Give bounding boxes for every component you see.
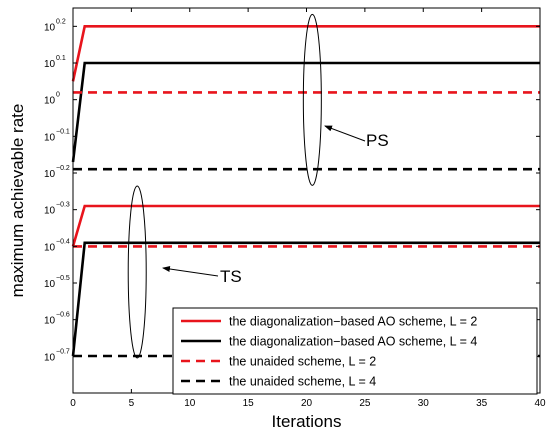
x-tick-label: 25 xyxy=(359,398,371,409)
x-tick-label: 35 xyxy=(476,398,488,409)
y-tick-label: 10−0.6 xyxy=(44,312,70,327)
y-tick-exponent: −0.3 xyxy=(56,202,70,209)
y-tick-exponent: 0.2 xyxy=(56,18,66,25)
y-tick-base: 10 xyxy=(44,279,56,290)
y-tick-exponent: −0.5 xyxy=(56,275,70,282)
legend-entry-label: the diagonalization−based AO scheme, L =… xyxy=(229,335,477,349)
x-tick-label: 30 xyxy=(418,398,430,409)
series-line-ps-1 xyxy=(71,61,540,163)
y-tick-base: 10 xyxy=(44,96,56,107)
y-tick-base: 10 xyxy=(44,22,56,33)
y-tick-base: 10 xyxy=(44,316,56,327)
y-axis-label: maximum achievable rate xyxy=(8,104,27,298)
x-tick-label: 40 xyxy=(534,398,546,409)
y-tick-base: 10 xyxy=(44,242,56,253)
legend: the diagonalization−based AO scheme, L =… xyxy=(172,307,538,395)
series-line-ts-5 xyxy=(71,241,540,357)
y-tick-exponent: −0.6 xyxy=(56,312,70,319)
x-tick-label: 10 xyxy=(184,398,196,409)
y-tick-label: 10−0.3 xyxy=(44,202,70,217)
y-tick-base: 10 xyxy=(44,59,56,70)
legend-entry-label: the unaided scheme, L = 2 xyxy=(229,355,376,369)
ts-arrow xyxy=(162,266,219,277)
y-tick-base: 10 xyxy=(44,132,56,143)
y-tick-exponent: 0.1 xyxy=(56,55,66,62)
x-axis-ticks: 0 5 10 15 20 25 30 35 40 xyxy=(70,8,546,409)
ts-label: TS xyxy=(220,267,242,286)
ps-arrow xyxy=(324,125,366,142)
y-tick-exponent: −0.2 xyxy=(56,165,70,172)
x-tick-label: 15 xyxy=(243,398,255,409)
y-axis-ticks: 100.2100.110010−0.110−0.210−0.310−0.410−… xyxy=(44,18,540,363)
x-tick-label: 20 xyxy=(301,398,313,409)
y-tick-exponent: 0 xyxy=(56,92,60,99)
y-tick-base: 10 xyxy=(44,206,56,217)
ps-ellipse xyxy=(302,13,322,186)
y-tick-label: 10−0.1 xyxy=(44,128,70,143)
annotation-layer: PS TS xyxy=(127,13,389,359)
y-tick-label: 10−0.2 xyxy=(44,165,70,180)
y-tick-label: 100.2 xyxy=(44,18,66,33)
legend-entry-label: the unaided scheme, L = 4 xyxy=(229,375,376,389)
y-tick-label: 10−0.5 xyxy=(44,275,70,290)
series-line-ts-4 xyxy=(71,204,540,247)
legend-box xyxy=(172,307,538,395)
ts-ellipse xyxy=(127,185,147,359)
y-tick-exponent: −0.1 xyxy=(56,128,70,135)
y-tick-exponent: −0.4 xyxy=(56,238,70,245)
x-axis-label: Iterations xyxy=(272,412,342,431)
y-tick-label: 100.1 xyxy=(44,55,66,70)
x-tick-label: 0 xyxy=(70,398,76,409)
y-tick-base: 10 xyxy=(44,169,56,180)
y-tick-label: 10−0.7 xyxy=(44,348,70,363)
y-tick-label: 100 xyxy=(44,92,60,107)
y-tick-base: 10 xyxy=(44,352,56,363)
ps-label: PS xyxy=(366,131,389,150)
x-tick-label: 5 xyxy=(129,398,135,409)
y-tick-exponent: −0.7 xyxy=(56,348,70,355)
y-tick-label: 10−0.4 xyxy=(44,238,70,253)
legend-entry-label: the diagonalization−based AO scheme, L =… xyxy=(229,315,477,329)
